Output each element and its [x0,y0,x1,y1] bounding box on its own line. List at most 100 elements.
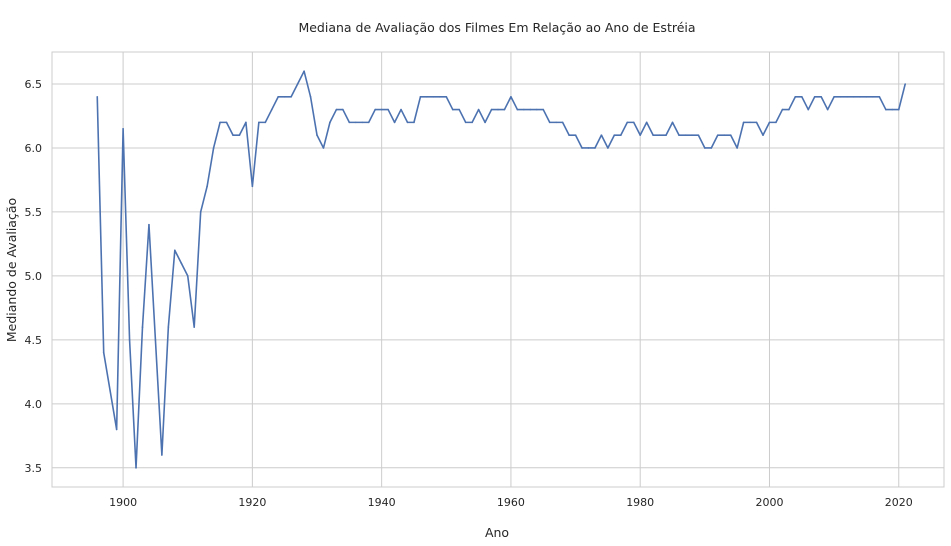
data-point [755,121,758,124]
data-point [296,83,299,85]
data-point [406,121,409,124]
data-point [704,147,706,149]
data-point [458,108,461,111]
data-point [193,326,195,328]
data-point [432,95,435,98]
data-point [510,95,512,98]
data-point [148,223,150,226]
data-point [451,108,454,111]
chart-title: Mediana de Avaliação dos Filmes Em Relaç… [298,20,695,35]
data-point [768,121,771,124]
data-point [697,134,700,136]
series-layer [96,70,907,469]
data-point [671,121,674,124]
data-point [516,108,519,111]
data-point [122,127,124,130]
data-point [393,121,396,124]
data-point [419,95,422,98]
data-point [115,428,118,431]
data-point [878,95,881,98]
data-point [135,467,137,469]
data-point [206,185,208,188]
y-tick-label: 4.0 [25,398,43,411]
x-tick-label: 2000 [755,496,783,509]
data-point [361,121,364,124]
data-point [555,121,557,124]
data-point [639,134,641,136]
data-point [109,390,111,392]
data-point [322,147,325,149]
data-point [691,134,693,136]
data-point [387,108,389,111]
data-point [199,211,202,213]
data-point [523,108,525,111]
data-point [897,108,900,111]
data-point [678,134,680,136]
data-point [316,134,318,136]
data-point [594,147,596,149]
data-point [826,108,829,111]
data-point [497,108,499,111]
data-point [716,134,719,136]
data-point [277,95,280,98]
data-point [872,95,874,98]
data-point [503,108,506,111]
data-point [161,454,163,456]
data-point [729,134,732,136]
data-point [645,121,648,124]
y-tick-label: 5.0 [25,270,43,283]
data-point [374,108,376,111]
data-point [445,95,448,98]
data-point [652,134,654,136]
x-tick-label: 1920 [238,496,266,509]
data-point [600,134,603,136]
x-axis-title: Ano [485,525,509,540]
data-point [813,95,816,98]
data-point [367,121,370,124]
data-point [264,121,267,124]
data-point [303,70,305,72]
data-point [846,95,848,98]
data-point [548,121,551,124]
x-tick-label: 1980 [626,496,654,509]
data-point [833,95,835,98]
data-point [290,95,292,98]
data-point [180,262,183,264]
data-point [141,326,144,328]
data-point [464,121,467,124]
data-point [891,108,894,111]
data-point [801,95,803,98]
data-point [484,121,486,124]
data-point [219,121,221,124]
data-point [529,108,532,111]
data-point [426,95,428,98]
data-point [283,95,286,98]
data-point [174,249,176,252]
data-point [736,147,738,149]
data-point [270,108,273,111]
data-point [775,121,777,124]
data-point [238,134,241,136]
y-tick-label: 6.5 [25,78,43,91]
data-point [568,134,570,136]
data-point [329,121,331,124]
data-point [607,147,609,149]
data-point [380,108,383,111]
data-point [225,121,228,124]
data-point [490,108,493,111]
data-point [251,185,254,188]
data-point [781,108,784,111]
data-point [154,339,157,341]
data-point [710,147,713,149]
data-point [471,121,473,124]
data-point [723,134,726,136]
data-point [581,147,583,149]
data-point [477,108,480,111]
data-point [212,147,215,149]
x-tick-label: 1960 [497,496,525,509]
data-point [128,339,131,341]
data-point [186,275,189,277]
data-point [258,121,260,124]
data-point [348,121,351,124]
